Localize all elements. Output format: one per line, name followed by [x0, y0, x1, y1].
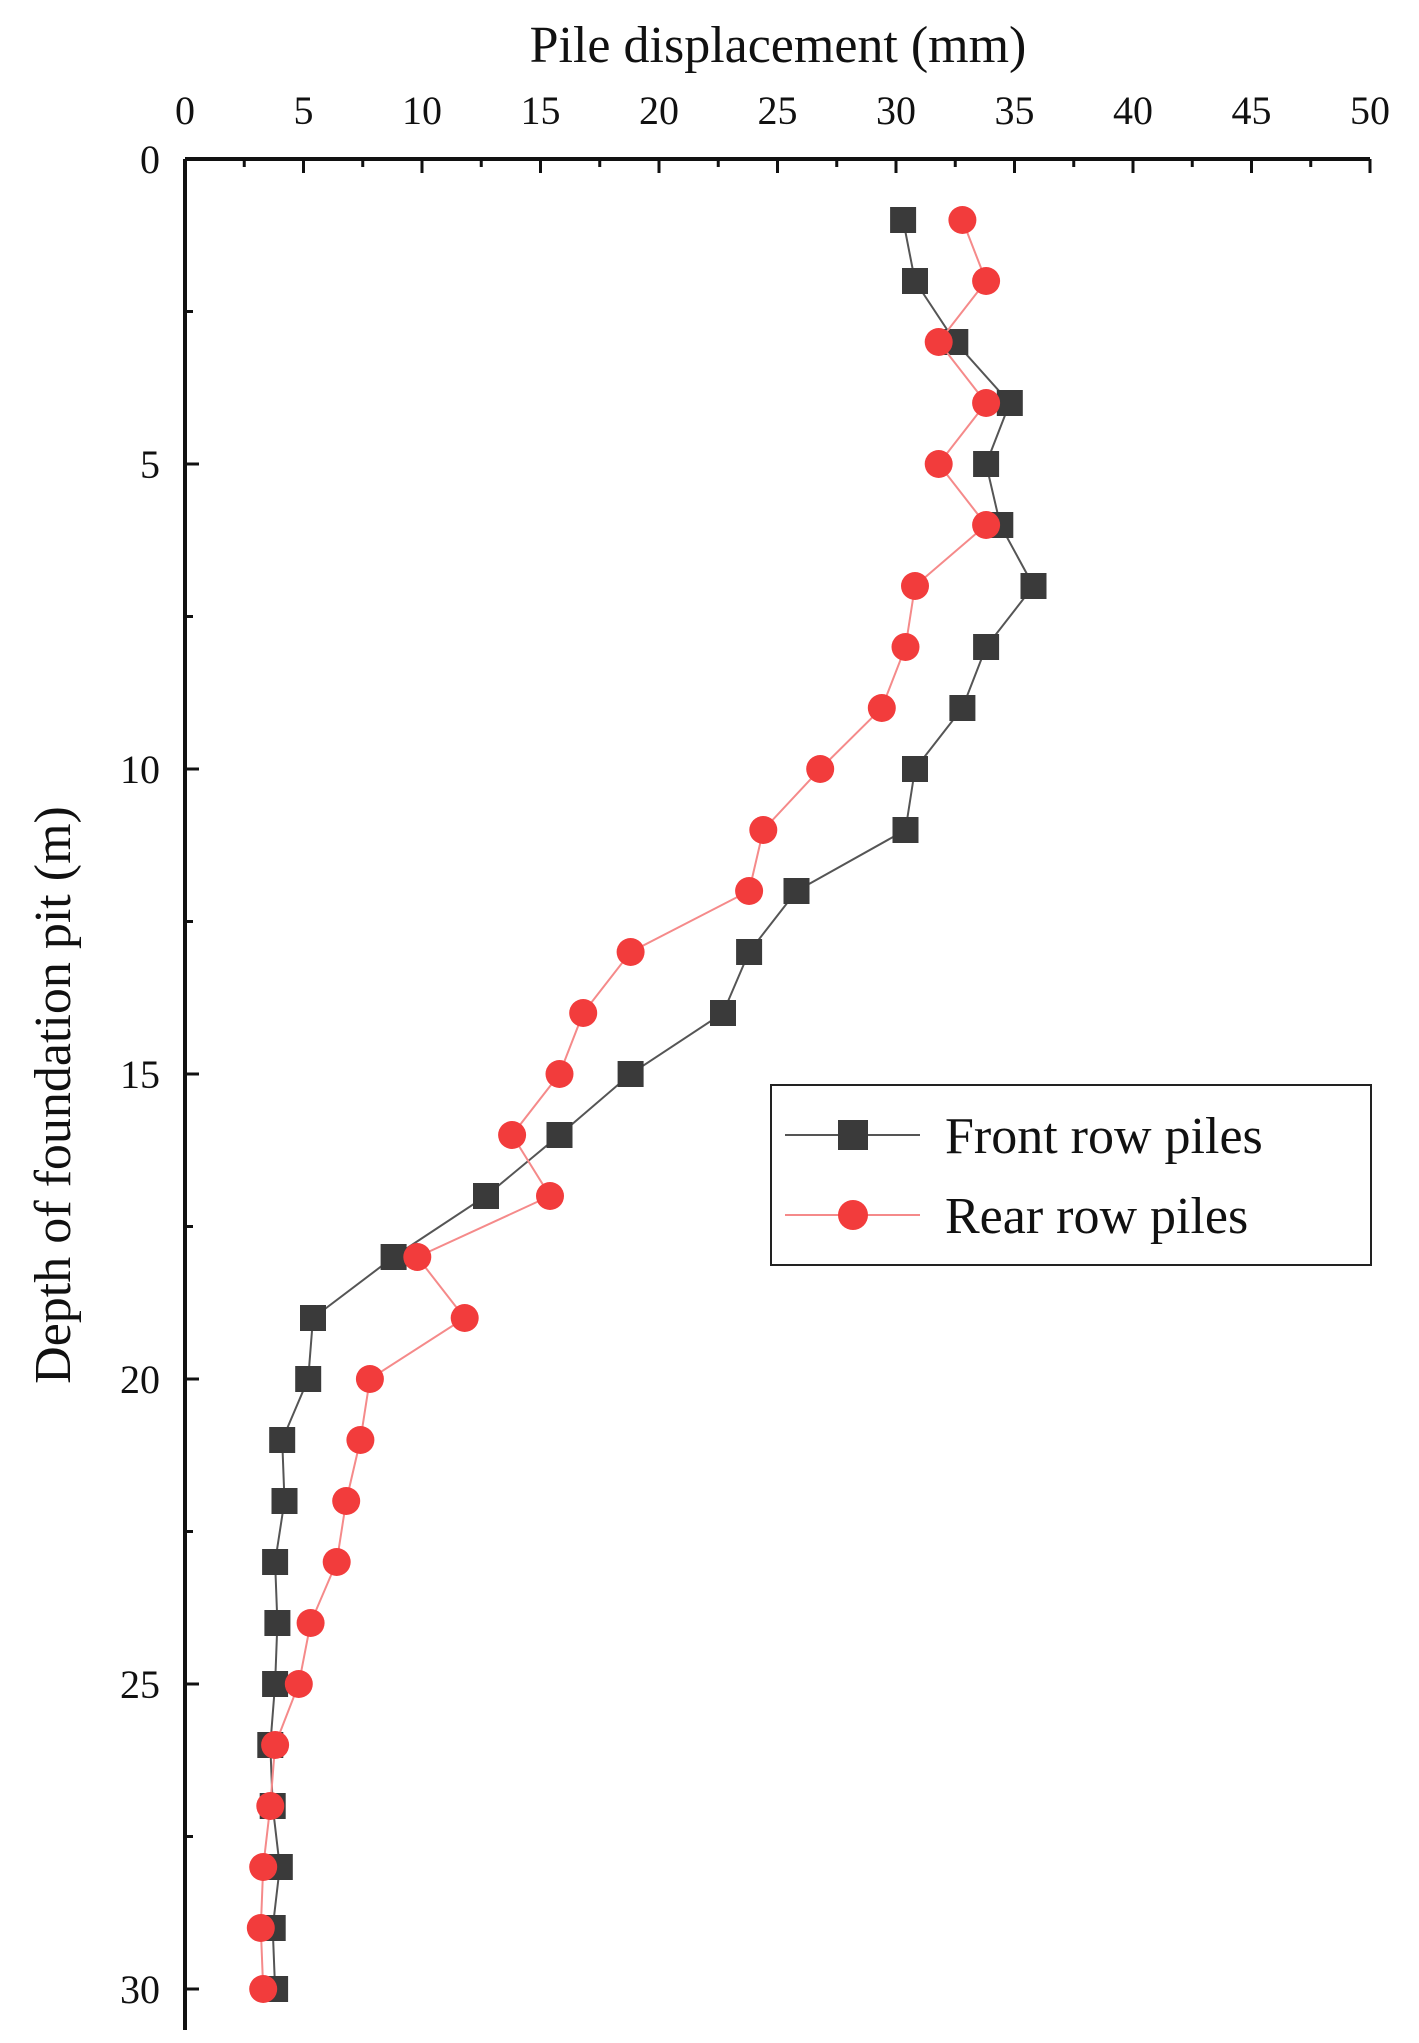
data-point-circle — [616, 938, 645, 966]
legend-box — [770, 1084, 1372, 1266]
data-point-square — [949, 695, 976, 721]
data-point-circle — [450, 1304, 479, 1332]
x-tick-label: 25 — [758, 88, 798, 133]
data-point-square — [973, 634, 1000, 660]
x-axis-title: Pile displacement (mm) — [530, 17, 1027, 74]
x-tick-label: 5 — [294, 88, 314, 133]
data-point-circle — [972, 511, 1001, 539]
data-point-circle — [901, 572, 929, 600]
data-point-circle — [569, 999, 598, 1027]
y-ticks: 0 5 10 15 20 25 30 — [120, 137, 199, 2012]
data-point-square — [546, 1122, 573, 1148]
data-point-circle — [972, 389, 1001, 417]
x-tick-label: 10 — [402, 88, 442, 133]
legend-front-label: Front row piles — [945, 1108, 1263, 1165]
data-point-square — [710, 1000, 736, 1026]
legend-front-marker — [838, 1120, 868, 1150]
data-point-circle — [545, 1060, 574, 1088]
data-point-square — [783, 878, 810, 904]
data-point-circle — [735, 877, 764, 905]
data-point-square — [1020, 573, 1047, 599]
data-point-circle — [924, 450, 953, 478]
data-point-square — [892, 817, 919, 843]
y-tick-label: 25 — [120, 1662, 160, 1707]
data-point-square — [269, 1427, 296, 1453]
y-tick-label: 15 — [120, 1052, 160, 1097]
data-point-square — [262, 1671, 289, 1697]
data-point-circle — [498, 1121, 527, 1149]
y-tick-label: 30 — [120, 1967, 160, 2012]
data-point-square — [380, 1244, 407, 1270]
series-layer — [246, 206, 1047, 2003]
legend-rear-label: Rear row piles — [945, 1188, 1248, 1245]
data-point-square — [300, 1305, 326, 1331]
data-point-circle — [249, 1975, 278, 2003]
data-point-circle — [536, 1182, 564, 1210]
x-ticks: 0 5 10 15 20 25 30 35 40 45 50 — [175, 88, 1390, 173]
legend: Front row piles Rear row piles — [770, 1084, 1372, 1266]
data-point-circle — [749, 816, 778, 844]
x-tick-label: 45 — [1232, 88, 1272, 133]
x-tick-label: 40 — [1113, 88, 1153, 133]
data-point-circle — [972, 267, 1001, 295]
data-point-circle — [322, 1548, 351, 1576]
data-point-circle — [806, 755, 835, 783]
data-point-square — [973, 451, 1000, 477]
y-axis-title: Depth of foundation pit (m) — [25, 806, 82, 1384]
data-point-circle — [249, 1853, 278, 1881]
data-point-square — [890, 207, 917, 233]
x-tick-label: 50 — [1350, 88, 1390, 133]
x-tick-label: 20 — [639, 88, 679, 133]
data-point-circle — [346, 1426, 375, 1454]
data-point-circle — [891, 633, 920, 661]
data-point-square — [736, 939, 763, 965]
series-rear-row-piles — [246, 206, 1001, 2003]
y-tick-label: 5 — [140, 442, 160, 487]
data-point-square — [295, 1366, 322, 1392]
data-point-circle — [256, 1792, 285, 1820]
data-point-circle — [296, 1609, 325, 1637]
x-tick-label: 30 — [876, 88, 916, 133]
x-tick-label: 15 — [521, 88, 561, 133]
data-point-circle — [332, 1487, 361, 1515]
y-tick-label: 10 — [120, 747, 160, 792]
data-point-square — [262, 1549, 289, 1575]
data-point-circle — [284, 1670, 313, 1698]
x-tick-label: 0 — [175, 88, 195, 133]
data-point-square — [271, 1488, 298, 1514]
data-point-circle — [948, 206, 977, 234]
data-point-circle — [246, 1914, 275, 1942]
data-point-circle — [403, 1243, 432, 1271]
legend-rear-marker — [838, 1200, 868, 1230]
y-tick-label: 0 — [140, 137, 160, 182]
data-point-circle — [355, 1365, 384, 1393]
y-axis-title-group: Depth of foundation pit (m) — [25, 806, 82, 1384]
x-tick-label: 35 — [995, 88, 1035, 133]
data-point-square — [902, 756, 928, 782]
data-point-circle — [924, 328, 953, 356]
data-point-square — [264, 1610, 291, 1636]
data-point-circle — [261, 1731, 290, 1759]
data-point-square — [617, 1061, 644, 1087]
data-point-square — [996, 390, 1023, 416]
data-point-square — [473, 1183, 499, 1209]
y-tick-label: 20 — [120, 1357, 160, 1402]
data-point-circle — [867, 694, 896, 722]
x-axis-title-group: Pile displacement (mm) — [530, 17, 1027, 74]
data-point-square — [902, 268, 928, 294]
